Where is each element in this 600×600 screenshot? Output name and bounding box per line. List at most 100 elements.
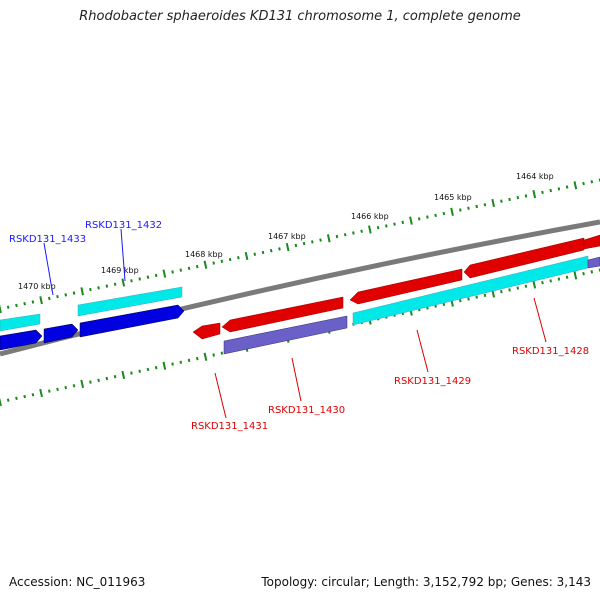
minor-tick <box>97 286 100 290</box>
minor-tick <box>261 250 265 255</box>
minor-tick <box>549 279 552 283</box>
major-tick <box>285 242 290 252</box>
leader-line <box>291 357 302 402</box>
minor-tick <box>360 229 363 233</box>
gene-labels: RSKD131_1433 RSKD131_1432 RSKD131_1431 R… <box>9 220 589 432</box>
minor-tick <box>582 271 585 276</box>
minor-tick <box>393 222 396 226</box>
minor-tick <box>483 293 487 298</box>
gene-arrow[interactable] <box>0 329 43 351</box>
gene-arrow[interactable] <box>583 234 600 250</box>
minor-tick <box>442 211 446 216</box>
minor-tick <box>31 300 35 304</box>
forward-strand-genes <box>0 234 600 340</box>
scale-label: 1464 kbp <box>516 172 554 181</box>
gene-arrow[interactable] <box>0 313 41 332</box>
minor-tick <box>15 396 18 401</box>
minor-tick <box>6 305 10 309</box>
gene-label[interactable]: RSKD131_1428 <box>512 346 589 357</box>
minor-tick <box>294 243 298 248</box>
gene-label[interactable]: RSKD131_1432 <box>85 220 162 231</box>
minor-tick <box>319 238 322 242</box>
minor-tick <box>64 293 68 297</box>
gene-arrow[interactable] <box>221 296 344 333</box>
reverse-strand-genes <box>0 255 600 355</box>
minor-tick <box>500 289 503 294</box>
minor-tick <box>48 296 51 301</box>
minor-tick <box>565 275 569 279</box>
minor-tick <box>311 240 314 244</box>
minor-tick <box>549 188 552 193</box>
gene-label[interactable]: RSKD131_1433 <box>9 234 86 245</box>
minor-tick <box>376 226 380 230</box>
minor-tick <box>516 195 520 200</box>
minor-tick <box>220 259 224 263</box>
minor-tick <box>6 398 10 402</box>
minor-tick <box>467 206 470 210</box>
gene-arrow[interactable] <box>349 268 463 305</box>
major-tick <box>121 278 126 287</box>
minor-tick <box>130 279 133 283</box>
minor-tick <box>48 389 51 393</box>
minor-tick <box>187 266 191 271</box>
minor-tick <box>56 294 59 299</box>
minor-tick <box>97 378 100 383</box>
gene-arrow[interactable] <box>223 315 348 355</box>
minor-tick <box>475 295 478 299</box>
minor-tick <box>500 199 503 203</box>
major-tick <box>121 370 126 380</box>
minor-tick <box>138 277 141 281</box>
minor-tick <box>23 301 26 306</box>
major-tick <box>39 388 43 398</box>
major-tick <box>409 216 413 225</box>
minor-tick <box>171 270 174 274</box>
major-tick <box>39 296 43 305</box>
minor-tick <box>483 203 487 207</box>
minor-tick <box>113 374 117 379</box>
leader-line <box>43 242 54 296</box>
minor-tick <box>508 197 511 202</box>
gene-label[interactable]: RSKD131_1431 <box>191 421 268 432</box>
scale-labels: 1470 kbp 1469 kbp 1468 kbp 1467 kbp 1466… <box>18 172 554 291</box>
minor-tick <box>524 194 528 198</box>
minor-tick <box>237 256 240 260</box>
minor-tick <box>23 394 26 399</box>
minor-tick <box>442 302 446 307</box>
leader-line <box>214 372 227 419</box>
minor-tick <box>516 286 520 290</box>
gene-arrow[interactable] <box>43 323 79 344</box>
minor-tick <box>582 181 585 186</box>
scale-label: 1470 kbp <box>18 282 56 291</box>
major-tick <box>368 225 372 234</box>
minor-tick <box>228 257 232 262</box>
minor-tick <box>508 288 511 292</box>
minor-tick <box>105 284 109 288</box>
minor-tick <box>417 217 421 221</box>
minor-tick <box>401 220 405 225</box>
minor-tick <box>31 393 35 397</box>
scale-label: 1466 kbp <box>351 212 389 221</box>
minor-tick <box>212 353 215 357</box>
minor-tick <box>335 234 339 239</box>
minor-tick <box>154 365 158 370</box>
minor-tick <box>524 284 528 288</box>
gene-label[interactable]: RSKD131_1429 <box>394 376 471 387</box>
minor-tick <box>105 376 109 381</box>
gene-label[interactable]: RSKD131_1430 <box>268 405 345 416</box>
major-tick <box>450 207 454 216</box>
major-tick <box>532 280 537 289</box>
scale-label: 1465 kbp <box>434 193 472 202</box>
major-tick <box>0 304 2 314</box>
gene-arrow[interactable] <box>77 286 183 317</box>
minor-tick <box>179 360 183 364</box>
gene-arrow[interactable] <box>79 304 185 338</box>
minor-tick <box>557 277 561 281</box>
minor-tick <box>212 261 215 265</box>
gene-arrow[interactable] <box>587 256 600 269</box>
major-tick <box>532 189 537 199</box>
minor-tick <box>302 241 306 246</box>
minor-tick <box>187 358 191 363</box>
major-tick <box>491 198 495 208</box>
gene-arrow[interactable] <box>192 322 221 340</box>
